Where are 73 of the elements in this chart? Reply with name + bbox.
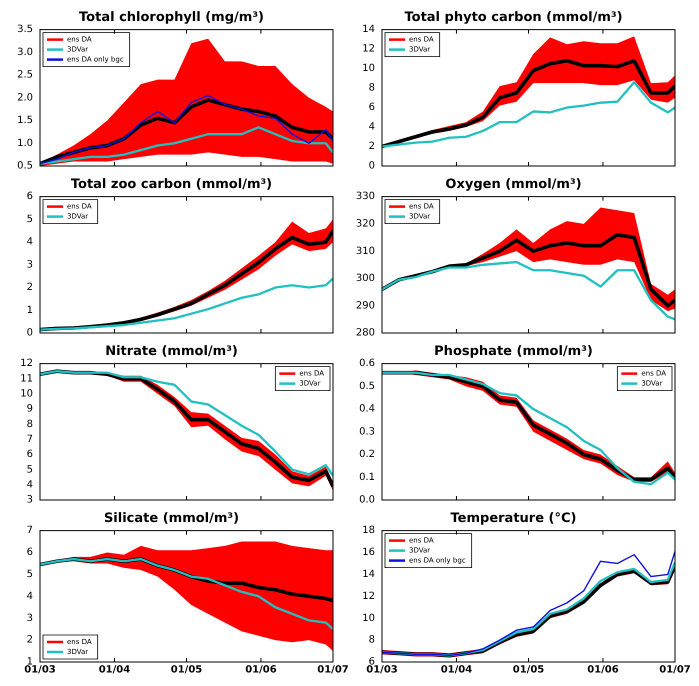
- y-tick-label: 0: [368, 160, 375, 172]
- y-tick-label: 3.0: [17, 46, 33, 58]
- y-tick-label: 330: [356, 191, 375, 202]
- y-tick-label: 8: [368, 634, 375, 646]
- chart-title: Phosphate (mmol/m³): [434, 344, 593, 360]
- x-tick-label: 01/06: [587, 664, 619, 676]
- y-tick-label: 0.3: [359, 426, 375, 438]
- y-tick-label: 3: [26, 612, 33, 624]
- y-tick-label: 6: [26, 547, 33, 558]
- y-tick-label: 320: [356, 218, 375, 230]
- chart-title: Total phyto carbon (mmol/m³): [404, 10, 623, 26]
- y-tick-label: 4: [26, 590, 33, 602]
- y-tick-label: 2.5: [17, 70, 33, 81]
- y-tick-label: 4: [26, 236, 33, 248]
- y-tick-label: 2: [368, 141, 375, 152]
- chart-title: Total zoo carbon (mmol/m³): [70, 177, 272, 192]
- x-tick-label: 01/06: [245, 664, 277, 676]
- y-tick-label: 310: [356, 246, 375, 257]
- x-tick-label: 01/05: [170, 664, 202, 676]
- y-tick-label: 7: [26, 434, 33, 445]
- chart-title: Nitrate (mmol/m³): [105, 344, 238, 360]
- chart-title: Temperature (°C): [450, 511, 576, 526]
- y-tick-label: 6: [26, 449, 33, 460]
- y-tick-label: 1.5: [17, 115, 33, 126]
- y-tick-label: 290: [356, 300, 375, 312]
- y-tick-label: 280: [356, 328, 375, 339]
- y-tick-label: 8: [368, 82, 375, 94]
- y-tick-label: 0.0: [359, 494, 375, 506]
- y-tick-label: 6: [26, 191, 33, 202]
- y-tick-label: 12: [362, 44, 375, 55]
- y-tick-label: 1: [26, 304, 33, 316]
- y-tick-label: 12: [362, 590, 375, 602]
- x-tick-label: 01/07: [659, 664, 691, 676]
- y-tick-label: 9: [26, 404, 33, 415]
- x-tick-label: 01/04: [98, 664, 130, 676]
- y-tick-label: 0.5: [359, 380, 375, 392]
- y-tick-label: 7: [26, 525, 33, 536]
- y-tick-label: 16: [362, 547, 375, 558]
- y-tick-label: 14: [362, 24, 375, 36]
- y-tick-label: 2: [26, 282, 33, 294]
- y-tick-label: 10: [20, 388, 33, 400]
- chart-title: Oxygen (mmol/m³): [445, 177, 582, 192]
- y-tick-label: 18: [362, 525, 375, 536]
- y-tick-label: 5: [26, 568, 33, 580]
- x-tick-label: 01/07: [317, 664, 349, 676]
- y-tick-label: 4: [26, 479, 33, 490]
- y-tick-label: 10: [362, 612, 375, 624]
- y-tick-label: 1.0: [17, 138, 33, 149]
- x-tick-label: 01/04: [440, 664, 472, 676]
- y-tick-label: 3.5: [17, 24, 33, 36]
- y-tick-label: 3: [26, 494, 33, 506]
- y-tick-label: 5: [26, 214, 33, 225]
- x-tick-label: 01/05: [512, 664, 544, 676]
- y-tick-label: 2.0: [17, 92, 33, 104]
- y-tick-label: 0.2: [359, 449, 375, 460]
- y-tick-label: 300: [356, 273, 375, 284]
- y-tick-label: 0.1: [359, 472, 375, 483]
- y-tick-label: 0: [26, 328, 33, 339]
- y-tick-label: 12: [20, 358, 33, 370]
- y-tick-label: 0.4: [359, 404, 375, 415]
- y-tick-label: 0.5: [17, 160, 33, 172]
- y-tick-label: 2: [26, 634, 33, 646]
- y-tick-label: 11: [20, 373, 33, 384]
- y-tick-label: 5: [26, 464, 33, 476]
- y-tick-label: 6: [368, 102, 375, 114]
- y-tick-label: 14: [362, 568, 375, 580]
- y-tick-label: 8: [26, 418, 33, 430]
- chart-title: Total chlorophyll (mg/m³): [79, 10, 264, 26]
- chart-title: Silicate (mmol/m³): [104, 511, 240, 526]
- y-tick-label: 3: [26, 259, 33, 270]
- y-tick-label: 10: [362, 63, 375, 74]
- y-tick-label: 0.6: [359, 358, 375, 370]
- y-tick-label: 4: [368, 122, 375, 133]
